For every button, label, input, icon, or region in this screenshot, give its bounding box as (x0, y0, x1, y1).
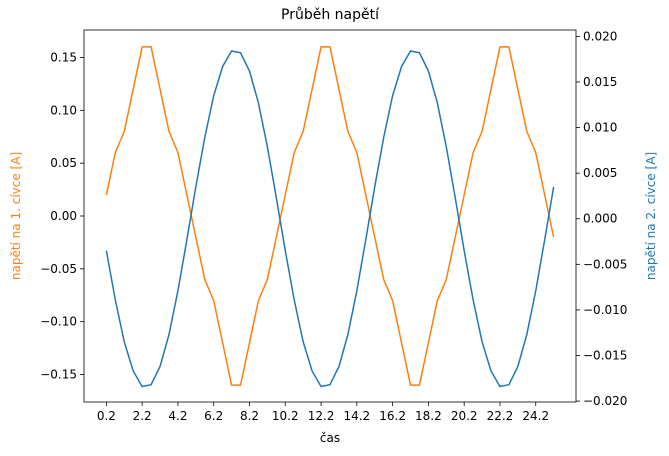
y-tick-label: 0.00 (50, 209, 77, 223)
series-line (105, 46, 555, 386)
x-tick-label: 16.2 (379, 409, 406, 423)
chart-title: Průběh napětí (281, 7, 380, 23)
y-axis-label: napětí na 1. cívce [A] (9, 152, 23, 280)
y2-tick-label: 0.005 (583, 166, 617, 180)
y2-tick-label: 0.015 (583, 75, 617, 89)
y-tick-label: 0.05 (50, 156, 77, 170)
series-line (105, 50, 555, 388)
x-tick-label: 22.2 (487, 409, 514, 423)
plot-frame (83, 29, 577, 403)
y2-tick-label: 0.010 (583, 121, 617, 135)
y-tick-label: −0.10 (40, 315, 77, 329)
y-tick-label: 0.10 (50, 103, 77, 117)
y-tick-label: −0.15 (40, 368, 77, 382)
x-tick-label: 2.2 (133, 409, 152, 423)
x-tick-label: 0.2 (97, 409, 116, 423)
y-tick-label: 0.15 (50, 50, 77, 64)
y2-tick-label: −0.005 (583, 257, 627, 271)
y2-axis-label: napětí na 2. cívce [A] (644, 152, 658, 280)
x-tick-label: 8.2 (240, 409, 259, 423)
x-tick-label: 6.2 (204, 409, 223, 423)
y2-tick-label: 0.000 (583, 212, 617, 226)
y2-tick-label: −0.020 (583, 394, 627, 408)
y2-tick-label: −0.010 (583, 303, 627, 317)
x-tick-label: 20.2 (451, 409, 478, 423)
x-tick-label: 18.2 (415, 409, 442, 423)
x-tick-label: 10.2 (272, 409, 299, 423)
x-tick-label: 4.2 (168, 409, 187, 423)
y2-tick-label: −0.015 (583, 349, 627, 363)
x-tick-label: 24.2 (522, 409, 549, 423)
x-axis-label: čas (320, 431, 340, 445)
x-tick-label: 14.2 (343, 409, 370, 423)
y-tick-label: −0.05 (40, 262, 77, 276)
y2-tick-label: 0.020 (583, 29, 617, 43)
x-tick-label: 12.2 (308, 409, 335, 423)
